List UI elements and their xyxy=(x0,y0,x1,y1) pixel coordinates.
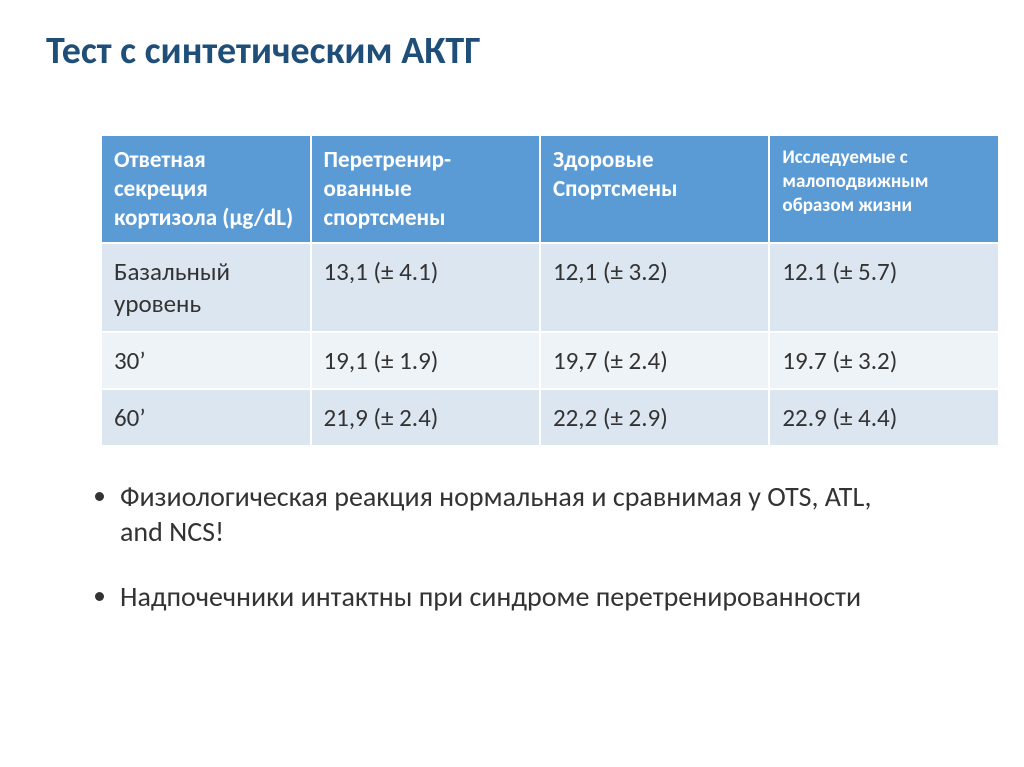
cell: Базальный уровень xyxy=(101,243,311,332)
col-header: Ответная секреция кортизола (µg/dL) xyxy=(101,135,311,243)
bullet-list: Физиологическая реакция нормальная и сра… xyxy=(120,479,920,614)
col-header: Перетренир-ованные спортсмены xyxy=(311,135,540,243)
bullet-item: Физиологическая реакция нормальная и сра… xyxy=(120,479,920,549)
cell: 12,1 (± 3.2) xyxy=(540,243,769,332)
cell: 21,9 (± 2.4) xyxy=(311,389,540,446)
cell: 19,1 (± 1.9) xyxy=(311,332,540,389)
table-row: Базальный уровень 13,1 (± 4.1) 12,1 (± 3… xyxy=(101,243,999,332)
table-row: 30’ 19,1 (± 1.9) 19,7 (± 2.4) 19.7 (± 3.… xyxy=(101,332,999,389)
cell: 12.1 (± 5.7) xyxy=(769,243,999,332)
col-header: Здоровые Спортсмены xyxy=(540,135,769,243)
col-header: Исследуемые с малоподвижным образом жизн… xyxy=(769,135,999,243)
cell: 19,7 (± 2.4) xyxy=(540,332,769,389)
cell: 22.9 (± 4.4) xyxy=(769,389,999,446)
bullet-item: Надпочечники интактны при синдроме перет… xyxy=(120,579,920,614)
data-table: Ответная секреция кортизола (µg/dL) Пере… xyxy=(100,134,1000,447)
cell: 19.7 (± 3.2) xyxy=(769,332,999,389)
cell: 60’ xyxy=(101,389,311,446)
slide-title: Тест с синтетическим АКТГ xyxy=(46,28,984,74)
cell: 22,2 (± 2.9) xyxy=(540,389,769,446)
cell: 13,1 (± 4.1) xyxy=(311,243,540,332)
table-row: 60’ 21,9 (± 2.4) 22,2 (± 2.9) 22.9 (± 4.… xyxy=(101,389,999,446)
cell: 30’ xyxy=(101,332,311,389)
